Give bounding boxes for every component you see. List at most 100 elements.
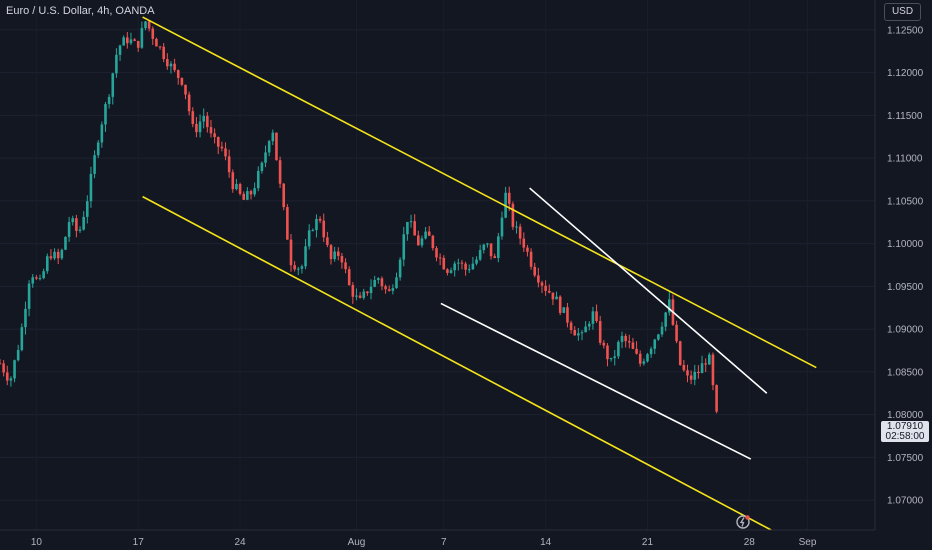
channel-upper-line[interactable] — [142, 16, 817, 369]
candle-body — [427, 231, 431, 236]
candle-body — [489, 243, 493, 257]
candle-body — [340, 255, 344, 263]
candle-body — [9, 378, 13, 381]
candle-body — [155, 38, 158, 47]
candle-body — [307, 230, 311, 247]
candle-body — [147, 21, 151, 29]
candle-body — [206, 115, 209, 128]
x-tick-label: Aug — [348, 537, 366, 548]
refresh-icon[interactable] — [735, 514, 751, 530]
candle-body — [406, 221, 409, 235]
x-tick-label: 28 — [744, 537, 756, 548]
price-axis[interactable]: 1.12500 1.12000 1.11500 1.11000 1.10500 1.100… — [874, 0, 924, 530]
candle-body — [162, 46, 165, 60]
candle-body — [544, 285, 547, 291]
candle-body — [627, 341, 631, 343]
candle-body — [118, 45, 122, 55]
candle-body — [300, 266, 304, 269]
candle-body — [238, 184, 242, 194]
candle-body — [267, 141, 271, 153]
candle-body — [286, 207, 289, 240]
candle-body — [89, 173, 93, 202]
candle-body — [417, 235, 420, 246]
candle-body — [49, 256, 53, 259]
channel-lower-line[interactable] — [142, 195, 772, 531]
candle-body — [296, 268, 300, 270]
candle-body — [82, 216, 85, 230]
x-tick-label: 7 — [441, 537, 447, 548]
y-tick-label: 1.08500 — [887, 367, 924, 378]
candle-body — [256, 170, 260, 189]
candle-body — [635, 348, 638, 354]
candle-body — [326, 237, 329, 246]
currency-button[interactable]: USD — [884, 3, 921, 21]
candle-body — [369, 286, 373, 294]
y-tick-label: 1.11000 — [887, 154, 923, 165]
trendline-drawings[interactable] — [142, 16, 817, 531]
candle-body — [395, 277, 398, 289]
candle-body — [271, 132, 275, 142]
candle-body — [129, 39, 133, 44]
y-tick-label: 1.09500 — [887, 282, 924, 293]
candle-body — [624, 335, 627, 342]
candle-body — [711, 354, 715, 386]
candle-body — [486, 243, 489, 245]
candle-body — [195, 123, 198, 133]
candle-body — [60, 249, 64, 259]
candle-body — [67, 222, 71, 237]
candle-body — [391, 288, 395, 291]
candle-body — [104, 104, 107, 125]
candle-body — [122, 37, 125, 46]
candle-body — [329, 245, 333, 260]
symbol-title: Euro / U.S. Dollar, 4h, OANDA — [6, 5, 155, 17]
candle-body — [518, 226, 522, 239]
candle-body — [377, 278, 380, 281]
candle-body — [591, 311, 595, 324]
candle-body — [642, 361, 646, 364]
candle-body — [180, 77, 184, 85]
candle-body — [620, 335, 624, 342]
candle-body — [184, 84, 187, 95]
candle-body — [558, 296, 562, 313]
y-tick-label: 1.10500 — [887, 196, 924, 207]
candle-body — [533, 266, 537, 276]
candle-body — [35, 277, 38, 279]
candle-body — [235, 184, 238, 190]
candle-body — [562, 307, 566, 313]
candle-body — [278, 160, 282, 184]
candle-body — [566, 307, 569, 323]
candle-body — [475, 259, 478, 264]
candle-body — [224, 148, 227, 157]
candle-body — [56, 251, 60, 259]
candle-body — [249, 191, 253, 195]
candle-body — [202, 115, 205, 122]
candle-body — [540, 282, 544, 286]
candle-body — [537, 275, 540, 283]
y-tick-label: 1.11500 — [887, 111, 923, 122]
wedge-upper-line[interactable] — [529, 187, 768, 394]
candle-body — [613, 356, 617, 358]
wedge-lower-line[interactable] — [440, 302, 752, 460]
y-tick-label: 1.07000 — [887, 496, 924, 507]
candle-body — [708, 354, 711, 365]
candle-body — [293, 265, 296, 270]
candle-body — [526, 247, 529, 252]
candle-body — [336, 251, 340, 256]
candle-body — [697, 371, 700, 374]
x-tick-label: 24 — [235, 537, 247, 548]
candle-body — [304, 246, 307, 267]
candle-body — [522, 238, 526, 248]
candle-body — [86, 201, 89, 217]
candle-body — [169, 63, 173, 67]
x-tick-label: 14 — [540, 537, 552, 548]
time-axis[interactable]: 10 17 24 Aug 7 14 21 28 Sep — [0, 529, 875, 548]
candle-body — [715, 385, 718, 412]
candle-body — [631, 342, 635, 349]
candle-body — [173, 63, 176, 71]
candle-body — [38, 278, 42, 280]
candle-body — [366, 291, 369, 294]
last-price-label: 1.07910 02:58:00 — [881, 421, 929, 442]
candle-body — [31, 277, 35, 284]
candle-body — [75, 218, 78, 231]
